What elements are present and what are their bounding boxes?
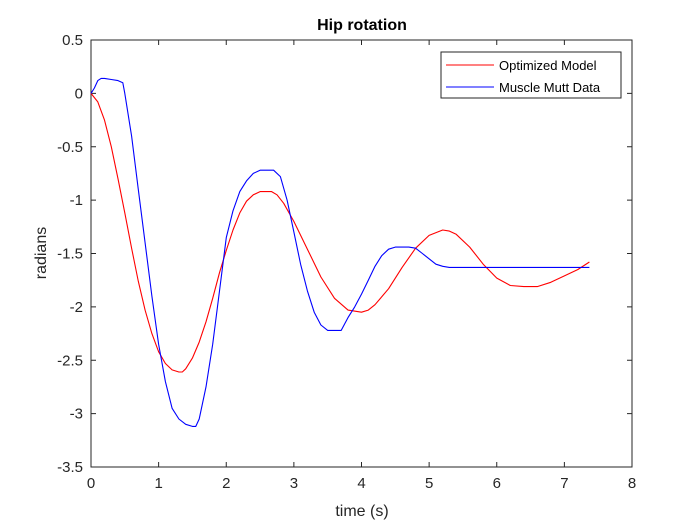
x-tick-label: 3 (290, 475, 298, 492)
y-axis-label: radians (33, 227, 50, 279)
y-tick-label: -1 (70, 192, 83, 209)
y-tick-label: -2 (70, 299, 83, 316)
x-axis-label: time (s) (335, 503, 388, 520)
y-tick-label: -3 (70, 406, 83, 423)
plot-area (91, 40, 632, 467)
x-tick-label: 5 (425, 475, 433, 492)
axes-box (91, 40, 632, 467)
x-tick-label: 1 (154, 475, 162, 492)
x-tick-label: 2 (222, 475, 230, 492)
chart-title: Hip rotation (317, 17, 407, 34)
x-tick-label: 0 (87, 475, 95, 492)
x-tick-label: 8 (628, 475, 636, 492)
legend: Optimized Model Muscle Mutt Data (441, 52, 621, 98)
y-tick-label: 0 (75, 85, 83, 102)
y-tick-label: -3.5 (57, 459, 83, 476)
y-tick-label: 0.5 (62, 32, 83, 49)
x-tick-label: 7 (560, 475, 568, 492)
y-tick-label: -2.5 (57, 352, 83, 369)
legend-label-optimized-model: Optimized Model (499, 58, 597, 73)
x-tick-label: 4 (357, 475, 365, 492)
x-tick-label: 6 (493, 475, 501, 492)
y-tick-label: -0.5 (57, 139, 83, 156)
legend-label-muscle-mutt-data: Muscle Mutt Data (499, 80, 601, 95)
y-tick-label: -1.5 (57, 246, 83, 263)
